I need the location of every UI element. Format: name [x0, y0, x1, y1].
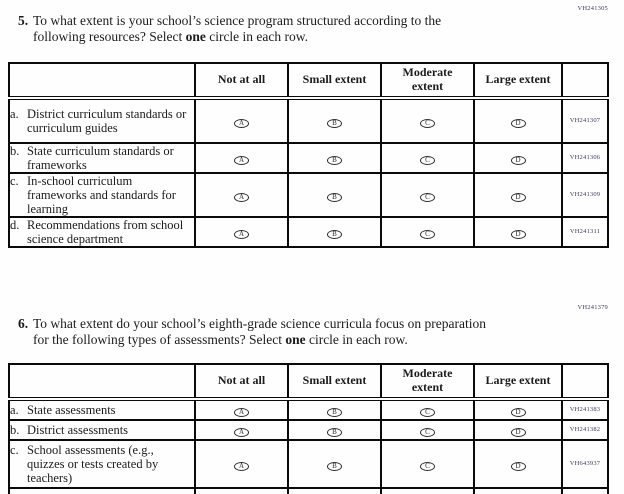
row-label-cell: b. State curriculum standards or framewor… — [8, 141, 196, 174]
table-header-row: Not at all Small extent Moderate extent … — [8, 62, 609, 100]
row-code: VH241311 — [561, 215, 609, 248]
response-oval-moderate-extent[interactable]: C — [420, 155, 435, 165]
row-label-cell: a. District curriculum standards or curri… — [8, 96, 196, 144]
response-oval-large-extent[interactable]: D — [510, 407, 526, 417]
question-6-number: 6. — [18, 316, 29, 331]
response-oval-moderate-extent[interactable]: C — [420, 229, 435, 239]
row-label-cell: d. Recommendations from school science de… — [8, 215, 196, 248]
response-oval-large-extent[interactable]: D — [510, 155, 526, 165]
header-code-empty — [561, 363, 609, 401]
table-row: b. District assessments A B C D VH241382 — [8, 418, 609, 441]
row-code: VH241383 — [561, 397, 609, 421]
response-oval-moderate-extent[interactable]: C — [420, 407, 435, 417]
response-oval-small-extent[interactable]: B — [327, 427, 342, 437]
response-oval-not-at-all[interactable]: A — [234, 407, 249, 417]
header-large-extent: Large extent — [473, 363, 563, 401]
table-row: c. In-school curriculum frameworks and st… — [8, 171, 609, 218]
table-row: a. District curriculum standards or curri… — [8, 96, 609, 144]
header-code-empty — [561, 62, 609, 100]
header-moderate-extent: Moderate extent — [380, 363, 475, 401]
response-oval-small-extent[interactable]: B — [327, 192, 342, 202]
row-code: VH241382 — [561, 418, 609, 441]
question-5-code: VH241305 — [577, 5, 608, 12]
response-oval-not-at-all[interactable]: A — [234, 155, 249, 165]
header-moderate-extent: Moderate extent — [380, 62, 475, 100]
question-6-code: VH241379 — [577, 304, 608, 311]
row-label-cell: a. State assessments — [8, 397, 196, 421]
row-code: VH241307 — [561, 96, 609, 144]
question-5-number: 5. — [18, 13, 29, 28]
header-not-at-all: Not at all — [194, 62, 289, 100]
response-oval-large-extent[interactable]: D — [510, 229, 526, 239]
row-code: VH241309 — [561, 171, 609, 218]
question-5-text: To what extent is your school’s science … — [33, 13, 442, 45]
response-oval-not-at-all[interactable]: A — [234, 461, 249, 471]
response-oval-large-extent[interactable]: D — [510, 192, 526, 202]
table-row: b. State curriculum standards or framewor… — [8, 141, 609, 174]
response-oval-moderate-extent[interactable]: C — [420, 118, 435, 128]
row-code: VH643937 — [561, 438, 609, 489]
response-oval-small-extent[interactable]: B — [327, 155, 342, 165]
row-label-cell: b. District assessments — [8, 418, 196, 441]
table-header-row: Not at all Small extent Moderate extent … — [8, 363, 609, 401]
question-5-table: Not at all Small extent Moderate extent … — [8, 62, 609, 248]
response-oval-small-extent[interactable]: B — [327, 229, 342, 239]
response-oval-large-extent[interactable]: D — [510, 427, 526, 437]
response-oval-moderate-extent[interactable]: C — [420, 461, 435, 471]
response-oval-not-at-all[interactable]: A — [234, 427, 249, 437]
response-oval-moderate-extent[interactable]: C — [420, 427, 435, 437]
row-code: VH241306 — [561, 141, 609, 174]
header-empty — [8, 62, 196, 100]
table-row: a. State assessments A B C D VH241383 — [8, 397, 609, 421]
response-oval-large-extent[interactable]: D — [510, 118, 526, 128]
row-label-cell: c. In-school curriculum frameworks and st… — [8, 171, 196, 218]
table-row: c. School assessments (e.g., quizzes or t… — [8, 438, 609, 489]
response-oval-small-extent[interactable]: B — [327, 461, 342, 471]
response-oval-small-extent[interactable]: B — [327, 407, 342, 417]
response-oval-not-at-all[interactable]: A — [234, 192, 249, 202]
question-6-prompt: 6. To what extent do your school’s eight… — [18, 316, 578, 348]
header-small-extent: Small extent — [287, 62, 382, 100]
header-large-extent: Large extent — [473, 62, 563, 100]
question-6-text: To what extent do your school’s eighth-g… — [33, 316, 487, 348]
header-empty — [8, 363, 196, 401]
clipped-next-row — [8, 486, 609, 494]
row-label-cell: c. School assessments (e.g., quizzes or t… — [8, 438, 196, 489]
question-6-table: Not at all Small extent Moderate extent … — [8, 363, 609, 494]
header-small-extent: Small extent — [287, 363, 382, 401]
response-oval-not-at-all[interactable]: A — [234, 229, 249, 239]
question-5-prompt: 5. To what extent is your school’s scien… — [18, 13, 558, 45]
header-not-at-all: Not at all — [194, 363, 289, 401]
response-oval-large-extent[interactable]: D — [510, 461, 526, 471]
response-oval-small-extent[interactable]: B — [327, 118, 342, 128]
response-oval-moderate-extent[interactable]: C — [420, 192, 435, 202]
response-oval-not-at-all[interactable]: A — [234, 118, 249, 128]
table-row: d. Recommendations from school science de… — [8, 215, 609, 248]
